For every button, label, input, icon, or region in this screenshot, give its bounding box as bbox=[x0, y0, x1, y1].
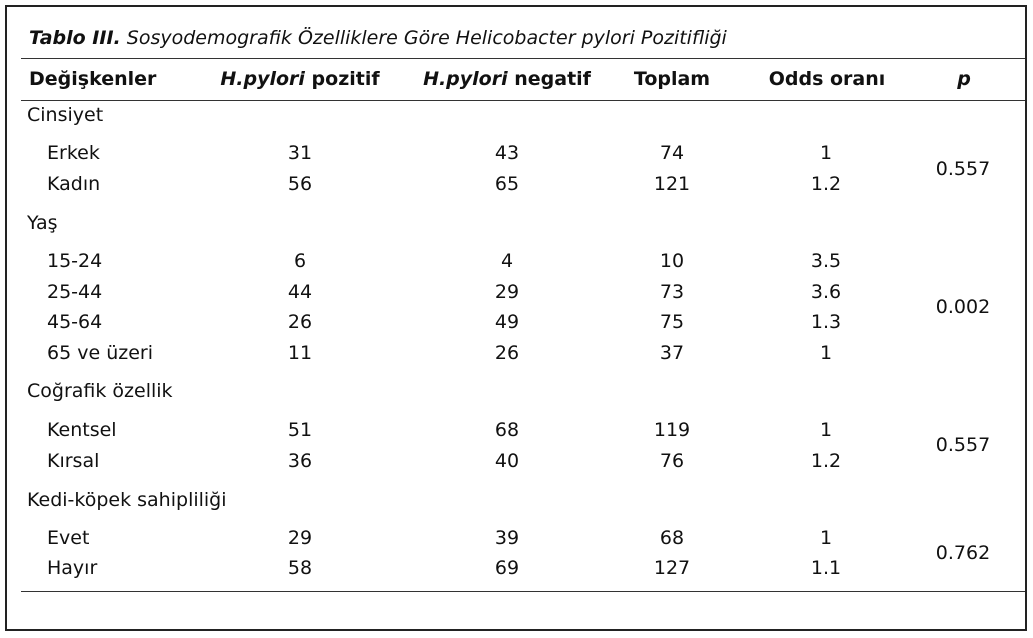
cell-negative: 43 bbox=[494, 142, 520, 164]
cell-negative: 26 bbox=[494, 342, 520, 364]
cell-positive: 6 bbox=[293, 250, 307, 272]
cell-p: 0.557 bbox=[935, 434, 991, 456]
cell-odds: 1 bbox=[819, 342, 833, 364]
row-label: 15-24 bbox=[47, 250, 103, 272]
cell-p: 0.762 bbox=[935, 542, 991, 564]
cell-p: 0.002 bbox=[935, 296, 991, 318]
header-negative-rest: negatif bbox=[507, 68, 591, 90]
row-label: 65 ve üzeri bbox=[47, 342, 153, 364]
cell-odds: 1.3 bbox=[810, 311, 842, 333]
cell-negative: 68 bbox=[494, 419, 520, 441]
cell-positive: 51 bbox=[287, 419, 313, 441]
cell-negative: 39 bbox=[494, 527, 520, 549]
cell-total: 68 bbox=[659, 527, 685, 549]
row-label: Hayır bbox=[47, 557, 98, 579]
cell-odds: 3.6 bbox=[810, 281, 842, 303]
cell-negative: 40 bbox=[494, 450, 520, 472]
row-label: Evet bbox=[47, 527, 90, 549]
header-rule bbox=[21, 100, 1025, 101]
cell-total: 10 bbox=[659, 250, 685, 272]
cell-negative: 4 bbox=[500, 250, 514, 272]
section-title: Kedi-köpek sahipliliği bbox=[27, 489, 227, 511]
cell-odds: 1 bbox=[819, 527, 833, 549]
table-caption: Tablo III. Sosyodemografik Özelliklere G… bbox=[29, 27, 727, 49]
header-variables: Değişkenler bbox=[29, 68, 157, 90]
cell-positive: 56 bbox=[287, 173, 313, 195]
header-positive-rest: pozitif bbox=[304, 68, 380, 90]
caption-title: Sosyodemografik Özelliklere Göre Helicob… bbox=[126, 27, 727, 49]
cell-total: 127 bbox=[653, 557, 691, 579]
cell-odds: 1 bbox=[819, 142, 833, 164]
row-label: Erkek bbox=[47, 142, 100, 164]
row-label: 45-64 bbox=[47, 311, 103, 333]
bottom-rule bbox=[21, 591, 1025, 592]
cell-positive: 58 bbox=[287, 557, 313, 579]
cell-odds: 1.1 bbox=[810, 557, 842, 579]
cell-total: 74 bbox=[659, 142, 685, 164]
header-positive-italic: H.pylori bbox=[220, 68, 305, 90]
header-p: p bbox=[957, 68, 971, 90]
section-title: Yaş bbox=[27, 212, 58, 234]
row-label: Kentsel bbox=[47, 419, 117, 441]
header-negative: H.pylori negatif bbox=[423, 68, 591, 90]
header-total: Toplam bbox=[633, 68, 711, 90]
header-odds: Odds oranı bbox=[768, 68, 886, 90]
cell-total: 121 bbox=[653, 173, 691, 195]
cell-negative: 29 bbox=[494, 281, 520, 303]
cell-positive: 26 bbox=[287, 311, 313, 333]
cell-p: 0.557 bbox=[935, 158, 991, 180]
top-rule bbox=[21, 58, 1025, 59]
cell-total: 37 bbox=[659, 342, 685, 364]
cell-odds: 3.5 bbox=[810, 250, 842, 272]
cell-negative: 49 bbox=[494, 311, 520, 333]
header-negative-italic: H.pylori bbox=[423, 68, 508, 90]
cell-odds: 1.2 bbox=[810, 450, 842, 472]
cell-positive: 44 bbox=[287, 281, 313, 303]
section-title: Cinsiyet bbox=[27, 104, 104, 126]
cell-total: 75 bbox=[659, 311, 685, 333]
section-title: Coğrafik özellik bbox=[27, 380, 173, 402]
table-frame: Tablo III. Sosyodemografik Özelliklere G… bbox=[5, 5, 1027, 631]
cell-odds: 1.2 bbox=[810, 173, 842, 195]
row-label: Kırsal bbox=[47, 450, 100, 472]
cell-total: 73 bbox=[659, 281, 685, 303]
cell-odds: 1 bbox=[819, 419, 833, 441]
row-label: 25-44 bbox=[47, 281, 103, 303]
header-p-italic: p bbox=[957, 68, 971, 90]
cell-positive: 29 bbox=[287, 527, 313, 549]
cell-total: 76 bbox=[659, 450, 685, 472]
cell-positive: 11 bbox=[287, 342, 313, 364]
caption-label: Tablo III. bbox=[29, 27, 121, 49]
cell-positive: 31 bbox=[287, 142, 313, 164]
cell-negative: 65 bbox=[494, 173, 520, 195]
cell-total: 119 bbox=[653, 419, 691, 441]
header-positive: H.pylori pozitif bbox=[220, 68, 379, 90]
cell-positive: 36 bbox=[287, 450, 313, 472]
row-label: Kadın bbox=[47, 173, 101, 195]
cell-negative: 69 bbox=[494, 557, 520, 579]
